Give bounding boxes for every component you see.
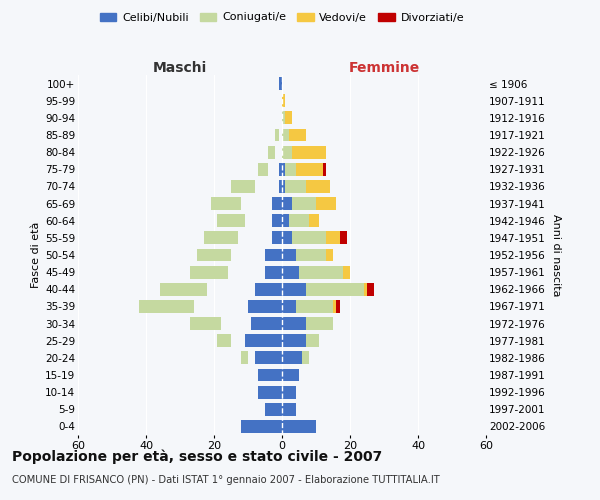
Bar xyxy=(306,180,329,193)
Bar xyxy=(323,163,326,175)
Text: Femmine: Femmine xyxy=(349,61,419,75)
Bar xyxy=(282,368,299,382)
Bar xyxy=(278,77,282,90)
Bar xyxy=(272,232,282,244)
Bar xyxy=(296,300,333,313)
Bar xyxy=(231,180,255,193)
Bar xyxy=(282,163,286,175)
Bar xyxy=(258,386,282,398)
Bar xyxy=(286,180,306,193)
Bar xyxy=(255,283,282,296)
Bar xyxy=(306,334,319,347)
Bar xyxy=(265,266,282,278)
Bar xyxy=(296,248,326,262)
Bar xyxy=(251,317,282,330)
Bar xyxy=(258,163,268,175)
Bar xyxy=(337,300,340,313)
Bar xyxy=(268,146,275,158)
Bar xyxy=(282,403,296,415)
Bar xyxy=(139,300,194,313)
Bar xyxy=(367,283,374,296)
Bar xyxy=(309,214,319,227)
Bar xyxy=(265,403,282,415)
Bar xyxy=(282,334,306,347)
Bar xyxy=(282,146,292,158)
Bar xyxy=(200,283,204,296)
Text: Maschi: Maschi xyxy=(153,61,207,75)
Bar xyxy=(217,214,245,227)
Bar xyxy=(333,300,337,313)
Bar xyxy=(282,232,292,244)
Bar xyxy=(262,163,265,175)
Bar xyxy=(255,352,282,364)
Bar xyxy=(326,248,333,262)
Bar xyxy=(160,283,207,296)
Bar xyxy=(265,248,282,262)
Bar xyxy=(282,317,306,330)
Bar xyxy=(248,300,282,313)
Bar xyxy=(326,232,340,244)
Bar xyxy=(296,163,323,175)
Bar xyxy=(258,368,282,382)
Bar xyxy=(282,266,299,278)
Bar xyxy=(272,197,282,210)
Bar xyxy=(282,386,296,398)
Bar xyxy=(241,352,248,364)
Bar xyxy=(272,214,282,227)
Bar xyxy=(299,266,343,278)
Bar xyxy=(282,300,296,313)
Bar xyxy=(231,232,235,244)
Bar xyxy=(286,163,296,175)
Bar xyxy=(235,197,238,210)
Bar xyxy=(241,420,282,433)
Bar xyxy=(364,283,367,296)
Bar xyxy=(292,197,316,210)
Bar xyxy=(211,197,241,210)
Bar xyxy=(282,420,316,433)
Bar xyxy=(282,214,289,227)
Bar xyxy=(245,334,282,347)
Bar xyxy=(282,180,286,193)
Text: COMUNE DI FRISANCO (PN) - Dati ISTAT 1° gennaio 2007 - Elaborazione TUTTITALIA.I: COMUNE DI FRISANCO (PN) - Dati ISTAT 1° … xyxy=(12,475,440,485)
Bar xyxy=(289,214,309,227)
Bar xyxy=(340,232,347,244)
Y-axis label: Anni di nascita: Anni di nascita xyxy=(551,214,561,296)
Bar xyxy=(282,128,289,141)
Bar xyxy=(187,300,190,313)
Bar xyxy=(224,248,227,262)
Bar xyxy=(282,248,296,262)
Bar xyxy=(282,197,292,210)
Bar xyxy=(282,283,306,296)
Bar xyxy=(292,146,326,158)
Bar xyxy=(278,163,282,175)
Bar xyxy=(306,283,364,296)
Bar xyxy=(282,112,286,124)
Bar xyxy=(316,197,337,210)
Bar xyxy=(289,128,306,141)
Bar xyxy=(302,352,309,364)
Bar xyxy=(275,128,278,141)
Text: Popolazione per età, sesso e stato civile - 2007: Popolazione per età, sesso e stato civil… xyxy=(12,450,382,464)
Y-axis label: Fasce di età: Fasce di età xyxy=(31,222,41,288)
Bar xyxy=(217,334,231,347)
Legend: Celibi/Nubili, Coniugati/e, Vedovi/e, Divorziati/e: Celibi/Nubili, Coniugati/e, Vedovi/e, Di… xyxy=(95,8,469,27)
Bar xyxy=(190,317,221,330)
Bar xyxy=(282,352,302,364)
Bar xyxy=(292,232,326,244)
Bar xyxy=(190,266,227,278)
Bar xyxy=(268,146,272,158)
Bar xyxy=(278,180,282,193)
Bar xyxy=(282,94,286,107)
Bar xyxy=(204,232,238,244)
Bar xyxy=(197,248,231,262)
Bar xyxy=(286,112,292,124)
Bar xyxy=(343,266,350,278)
Bar xyxy=(221,266,224,278)
Bar xyxy=(306,317,333,330)
Bar xyxy=(248,180,251,193)
